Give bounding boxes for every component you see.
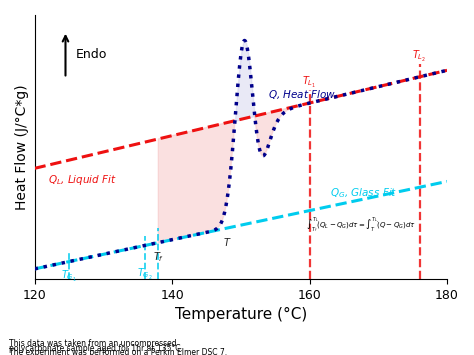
Text: $T_{L_1}$: $T_{L_1}$: [302, 75, 317, 91]
Text: $\int_{T_f}^{T_{L_1}}\!\!(Q_L-Q_G)d\tau = \int_{T}^{T_{L_1}}\!\!(Q-Q_G)d\tau$: $\int_{T_f}^{T_{L_1}}\!\!(Q_L-Q_G)d\tau …: [306, 216, 416, 235]
Text: $T$: $T$: [223, 236, 231, 248]
Text: $T_f$: $T_f$: [153, 250, 164, 264]
Text: $T_{G_2}$: $T_{G_2}$: [137, 267, 153, 282]
Text: $Q_L$, Liquid Fit: $Q_L$, Liquid Fit: [48, 173, 117, 187]
Text: This data was taken from an uncompressed: This data was taken from an uncompressed: [9, 339, 177, 348]
Y-axis label: Heat Flow (J/°C*g): Heat Flow (J/°C*g): [15, 84, 29, 210]
Text: $Q$, Heat Flow: $Q$, Heat Flow: [268, 88, 337, 101]
Text: Endo: Endo: [76, 48, 107, 61]
Text: polycarbonate sample aged for 1hr at 135°C.: polycarbonate sample aged for 1hr at 135…: [9, 344, 183, 353]
X-axis label: Temperature (°C): Temperature (°C): [175, 307, 307, 322]
Text: $Q_G$, Glass Fit: $Q_G$, Glass Fit: [330, 186, 398, 200]
Text: $T_{L_2}$: $T_{L_2}$: [412, 49, 427, 64]
Text: The experiment was performed on a Perkin Elmer DSC 7.: The experiment was performed on a Perkin…: [9, 348, 228, 355]
Text: $T_{G_1}$: $T_{G_1}$: [61, 269, 77, 284]
